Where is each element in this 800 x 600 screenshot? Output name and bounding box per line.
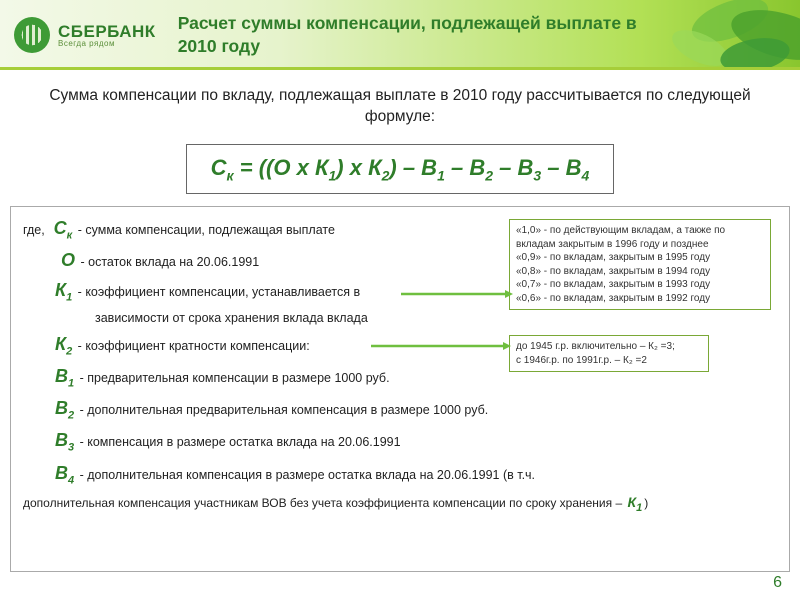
symbol-ck: Ск: [52, 218, 75, 238]
definitions-box: где, Ск - сумма компенсации, подлежащая …: [10, 206, 790, 572]
logo: СБЕРБАНК Всегда рядом: [14, 17, 156, 53]
def-b4-note: дополнительная компенсация участникам ВО…: [23, 492, 777, 516]
slide-title: Расчет суммы компенсации, подлежащей вып…: [178, 12, 648, 58]
symbol-o: О: [59, 250, 77, 270]
def-b2: В2 - дополнительная предварительная комп…: [23, 395, 777, 424]
note-k1-line: «0,6» - по вкладам, закрытым в 1992 году: [516, 292, 764, 306]
note-k1-line: «1,0» - по действующим вкладам, а также …: [516, 224, 764, 251]
note-k1-box: «1,0» - по действующим вкладам, а также …: [509, 219, 771, 310]
symbol-k1: К1: [53, 280, 74, 300]
page-number: 6: [773, 574, 782, 592]
def-b3: В3 - компенсация в размере остатка вклад…: [23, 427, 777, 456]
logo-subtitle: Всегда рядом: [58, 40, 156, 48]
arrow-to-k2-note-icon: [371, 341, 511, 351]
intro-text: Сумма компенсации по вкладу, подлежащая …: [0, 70, 800, 138]
note-k2-line: с 1946г.р. по 1991г.р. – К₂ =2: [516, 354, 702, 368]
symbol-k2: К2: [53, 334, 74, 354]
arrow-to-k1-note-icon: [401, 289, 513, 299]
formula: Ск = ((О х К1) х К2) – В1 – В2 – В3 – В4: [186, 144, 615, 194]
header: СБЕРБАНК Всегда рядом Расчет суммы компе…: [0, 0, 800, 70]
def-k1-line2: зависимости от срока хранения вклада вкл…: [23, 309, 777, 328]
symbol-b3: В3: [53, 430, 76, 450]
note-k2-line: до 1945 г.р. включительно – К₂ =3;: [516, 340, 702, 354]
note-k1-line: «0,9» - по вкладам, закрытым в 1995 году: [516, 251, 764, 265]
note-k1-line: «0,7» - по вкладам, закрытым в 1993 году: [516, 278, 764, 292]
symbol-b1: В1: [53, 366, 76, 386]
sberbank-logo-icon: [14, 17, 50, 53]
note-k2-box: до 1945 г.р. включительно – К₂ =3; с 194…: [509, 335, 709, 372]
symbol-b2: В2: [53, 398, 76, 418]
symbol-b4: В4: [53, 463, 76, 483]
note-k1-line: «0,8» - по вкладам, закрытым в 1994 году: [516, 265, 764, 279]
def-b4: В4 - дополнительная компенсация в размер…: [23, 460, 777, 489]
logo-title: СБЕРБАНК: [58, 23, 156, 40]
